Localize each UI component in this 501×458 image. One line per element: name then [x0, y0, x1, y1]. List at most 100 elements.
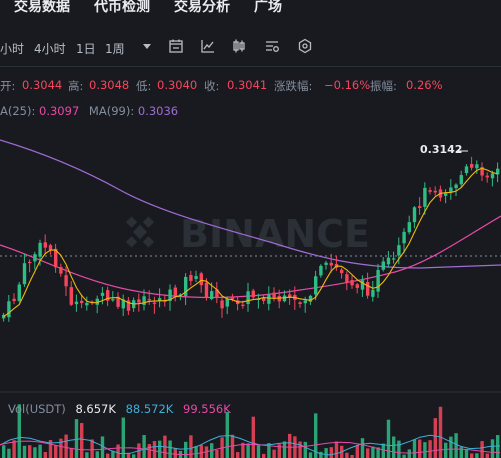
candle-body: [241, 304, 245, 306]
volume-bar: [33, 447, 37, 458]
ma99-value: 0.3036: [137, 104, 179, 118]
ma25-line: [0, 215, 501, 299]
volume-bar: [360, 438, 365, 458]
calendar-icon[interactable]: [168, 38, 184, 54]
candle-body: [7, 301, 11, 318]
volume-bar: [69, 447, 73, 458]
volume-bar: [475, 453, 479, 458]
volume-value-3: 99.556K: [183, 402, 231, 416]
candle-body: [106, 290, 110, 301]
volume-bar: [230, 434, 235, 458]
volume-bar: [132, 454, 136, 458]
nav-trade-data[interactable]: 交易数据: [14, 0, 70, 15]
candle-body: [402, 231, 406, 244]
hexagon-settings-icon[interactable]: [297, 38, 313, 54]
volume-bar: [407, 449, 411, 458]
volume-bar: [480, 441, 484, 458]
volume-bar: [95, 451, 99, 458]
volume-bar: [168, 440, 172, 458]
nav-token-check[interactable]: 代币检测: [94, 0, 150, 15]
candle-body: [225, 298, 229, 307]
watermark-text: BINANCE: [180, 212, 370, 256]
volume-bar: [438, 406, 443, 458]
candle-body: [17, 284, 21, 301]
ma25-label: A(25):: [0, 104, 36, 118]
nav-trade-analysis[interactable]: 交易分析: [174, 0, 230, 15]
volume-bar: [38, 444, 42, 458]
volume-bar: [402, 454, 406, 458]
volume-bar: [464, 448, 469, 458]
interval-hour[interactable]: 小时: [0, 42, 25, 56]
candle-body: [199, 273, 203, 286]
toolbar-divider: [0, 66, 501, 67]
candle-body: [324, 262, 328, 265]
settings-list-icon[interactable]: [264, 38, 280, 54]
candle-body: [423, 187, 427, 207]
volume-ma-line-1: [0, 434, 501, 456]
change-value: −0.16%: [324, 78, 371, 92]
volume-bar: [350, 454, 354, 458]
candle-body: [69, 287, 73, 305]
candle-body: [48, 245, 53, 250]
interval-1w[interactable]: 1周: [105, 42, 125, 56]
volume-bar: [496, 435, 500, 458]
candle-body: [100, 292, 105, 296]
candle-body: [121, 299, 125, 309]
candle-body: [366, 282, 370, 296]
candle-body: [54, 248, 58, 268]
candle-body: [485, 175, 489, 178]
volume-bar: [277, 444, 281, 458]
volume-bar: [184, 441, 188, 458]
ma99-label: MA(99):: [88, 104, 135, 118]
low-label: 低:: [136, 79, 152, 93]
candle-body: [298, 302, 302, 304]
candle-body: [246, 291, 250, 305]
volume-bar: [267, 443, 271, 458]
candle-body: [319, 265, 323, 276]
candle-body: [303, 300, 307, 304]
caret-down-icon[interactable]: [139, 38, 155, 54]
volume-bar: [423, 442, 427, 458]
volume-bar: [454, 433, 458, 458]
indicator-chart-icon[interactable]: [200, 38, 216, 54]
candle-body: [210, 291, 214, 299]
candle-body: [454, 184, 458, 189]
volume-bar: [412, 439, 417, 458]
volume-bar: [158, 440, 162, 458]
volume-bar: [199, 444, 203, 458]
volume-bar: [262, 453, 266, 458]
candle-body: [397, 245, 401, 256]
volume-bar: [459, 447, 463, 458]
candle-body: [470, 164, 474, 168]
volume-bar: [147, 444, 151, 458]
candle-style-icon[interactable]: [231, 38, 247, 54]
candle-body: [137, 299, 141, 303]
volume-bar: [329, 447, 333, 458]
nav-square[interactable]: 广场: [254, 0, 282, 15]
interval-4h[interactable]: 4小时: [34, 42, 66, 56]
candle-body: [262, 297, 266, 301]
candle-body: [314, 276, 318, 295]
interval-1d[interactable]: 1日: [76, 42, 96, 56]
candle-body: [220, 300, 224, 309]
candle-body: [173, 287, 177, 296]
candle-body: [490, 173, 495, 179]
candle-body: [308, 295, 313, 302]
high-label: 高:: [68, 79, 84, 93]
volume-label: Vol(USDT): [8, 402, 66, 416]
volume-bar: [152, 441, 157, 458]
candle-body: [371, 289, 375, 297]
volume-bar: [12, 440, 16, 458]
candle-body: [350, 280, 354, 286]
candle-body: [204, 282, 209, 298]
volume-bar: [106, 453, 110, 458]
candle-body: [22, 263, 27, 285]
volume-bar: [433, 418, 437, 458]
volume-value-1: 8.657K: [75, 402, 116, 416]
high-price-marker: 0.3142: [420, 143, 463, 156]
candle-body: [480, 167, 484, 176]
volume-bar: [397, 440, 401, 458]
candle-body: [126, 300, 131, 311]
candle-body: [496, 168, 500, 175]
